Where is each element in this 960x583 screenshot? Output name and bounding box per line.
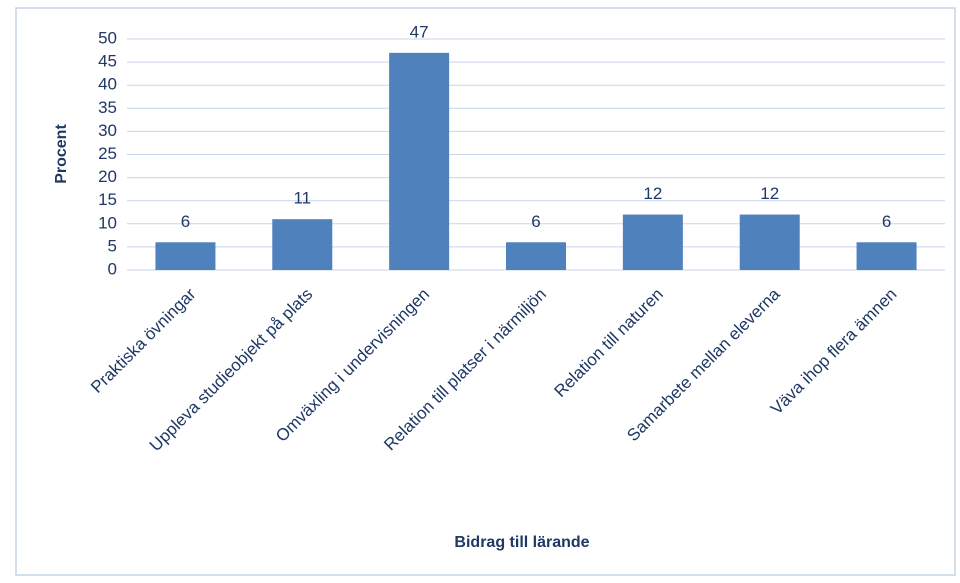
- y-tick-label: 30: [98, 121, 117, 140]
- data-label: 12: [760, 184, 779, 203]
- data-label: 6: [882, 212, 891, 231]
- bar: [739, 214, 800, 270]
- x-axis-title: Bidrag till lärande: [454, 534, 589, 551]
- data-label: 11: [293, 189, 311, 208]
- y-tick-label: 25: [98, 144, 117, 163]
- bar: [622, 214, 683, 270]
- y-tick-label: 50: [98, 28, 117, 47]
- y-tick-label: 45: [98, 52, 117, 71]
- data-label: 47: [410, 22, 429, 41]
- bar: [272, 219, 333, 270]
- bar: [856, 242, 917, 270]
- y-tick-label: 0: [108, 259, 117, 278]
- y-tick-label: 40: [98, 75, 117, 94]
- y-tick-label: 10: [98, 213, 117, 232]
- data-label: 12: [643, 184, 662, 203]
- y-tick-label: 20: [98, 167, 117, 186]
- bar: [506, 242, 566, 270]
- y-axis-title: Procent: [53, 124, 70, 184]
- data-label: 6: [531, 212, 540, 231]
- y-tick-label: 35: [98, 98, 117, 117]
- chart-border: [15, 7, 956, 576]
- bar: [389, 52, 450, 270]
- y-tick-label: 15: [98, 190, 117, 209]
- data-label: 6: [181, 212, 190, 231]
- y-tick-label: 5: [108, 236, 117, 255]
- bar: [155, 242, 216, 270]
